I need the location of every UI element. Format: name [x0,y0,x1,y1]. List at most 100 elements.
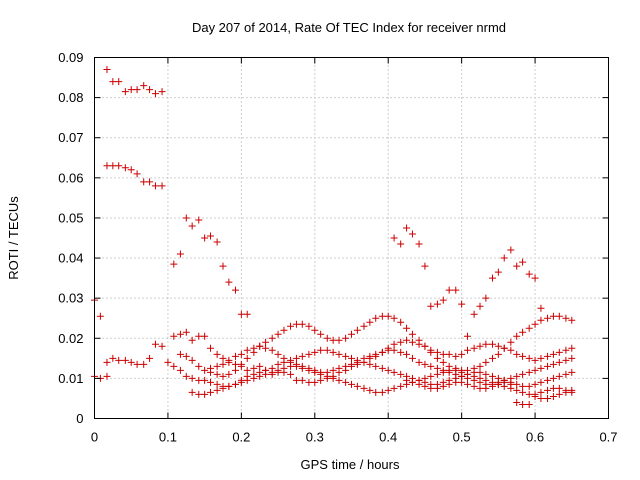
data-point [335,364,343,372]
data-point [188,222,196,230]
data-point [531,380,539,388]
data-point [378,348,386,356]
data-point [397,382,405,390]
data-point [378,388,386,396]
y-tick-label: 0.08 [58,90,83,105]
data-point [408,378,416,386]
data-point [121,164,129,172]
data-point [544,352,552,360]
x-tick-label: 0 [91,430,98,445]
data-point [452,378,460,386]
data-point [133,170,141,178]
data-point [353,358,361,366]
data-point [237,360,245,368]
data-point [127,166,135,174]
data-point [195,376,203,384]
data-point [390,384,398,392]
data-point [421,360,429,368]
data-point [494,342,502,350]
data-point [298,362,306,370]
data-point [195,216,203,224]
data-point [500,344,508,352]
data-point [513,262,521,270]
data-point [562,386,570,394]
data-point [531,356,539,364]
data-point [525,270,533,278]
data-point [445,350,453,358]
data-point [292,320,300,328]
data-point [176,250,184,258]
data-point [201,390,209,398]
data-point [397,348,405,356]
data-point [507,346,515,354]
data-point [537,354,545,362]
data-point [287,322,295,330]
data-point [531,366,539,374]
data-point [397,370,405,378]
data-point [353,382,361,390]
y-tick-label: 0.09 [58,50,83,65]
data-point [403,224,411,232]
y-tick-labels: 0 0.01 0.02 0.03 0.04 0.05 0.06 0.07 0.08 0.09 [58,50,83,426]
data-point [311,366,319,374]
data-point [274,350,282,358]
axis-ticks [94,57,609,419]
data-point [311,378,319,386]
data-point [519,400,527,408]
data-point [176,366,184,374]
data-point [335,376,343,384]
data-point [146,86,154,94]
data-point [298,376,306,384]
data-point [403,350,411,358]
data-point [513,372,521,380]
data-point [146,354,154,362]
data-point [213,386,221,394]
data-point [568,388,576,396]
data-point [237,378,245,386]
data-point [397,240,405,248]
data-point [464,374,472,382]
data-point [225,278,233,286]
data-point [433,364,441,372]
data-point [439,296,447,304]
data-point [103,372,111,380]
y-tick-label: 0.04 [58,251,83,266]
data-point [427,348,435,356]
data-point [519,352,527,360]
data-point [366,318,374,326]
data-point [323,368,331,376]
data-point [207,232,215,240]
data-point [195,390,203,398]
data-point [213,238,221,246]
data-point [274,330,282,338]
data-point [452,286,460,294]
data-point [213,370,221,378]
data-point [378,312,386,320]
y-axis-label: ROTI / TECUs [6,196,21,280]
data-point [305,322,313,330]
data-point [568,344,576,352]
data-point [519,370,527,378]
data-point [348,360,355,368]
data-point [170,332,178,340]
data-point [256,362,264,370]
data-point [170,362,178,370]
chart-title: Day 207 of 2014, Rate Of TEC Index for r… [192,20,506,35]
data-point [151,90,159,98]
data-point [390,346,398,354]
data-point [176,350,184,358]
data-point [537,304,545,312]
data-point [140,360,148,368]
data-point [397,318,405,326]
data-point [317,368,325,376]
data-point [458,378,466,386]
data-point [482,358,490,366]
data-point [390,314,398,322]
data-point [207,364,215,372]
data-point [151,340,159,348]
data-point [390,340,398,348]
data-point [390,234,398,242]
x-tick-label: 0.6 [526,430,544,445]
data-point [348,354,355,362]
